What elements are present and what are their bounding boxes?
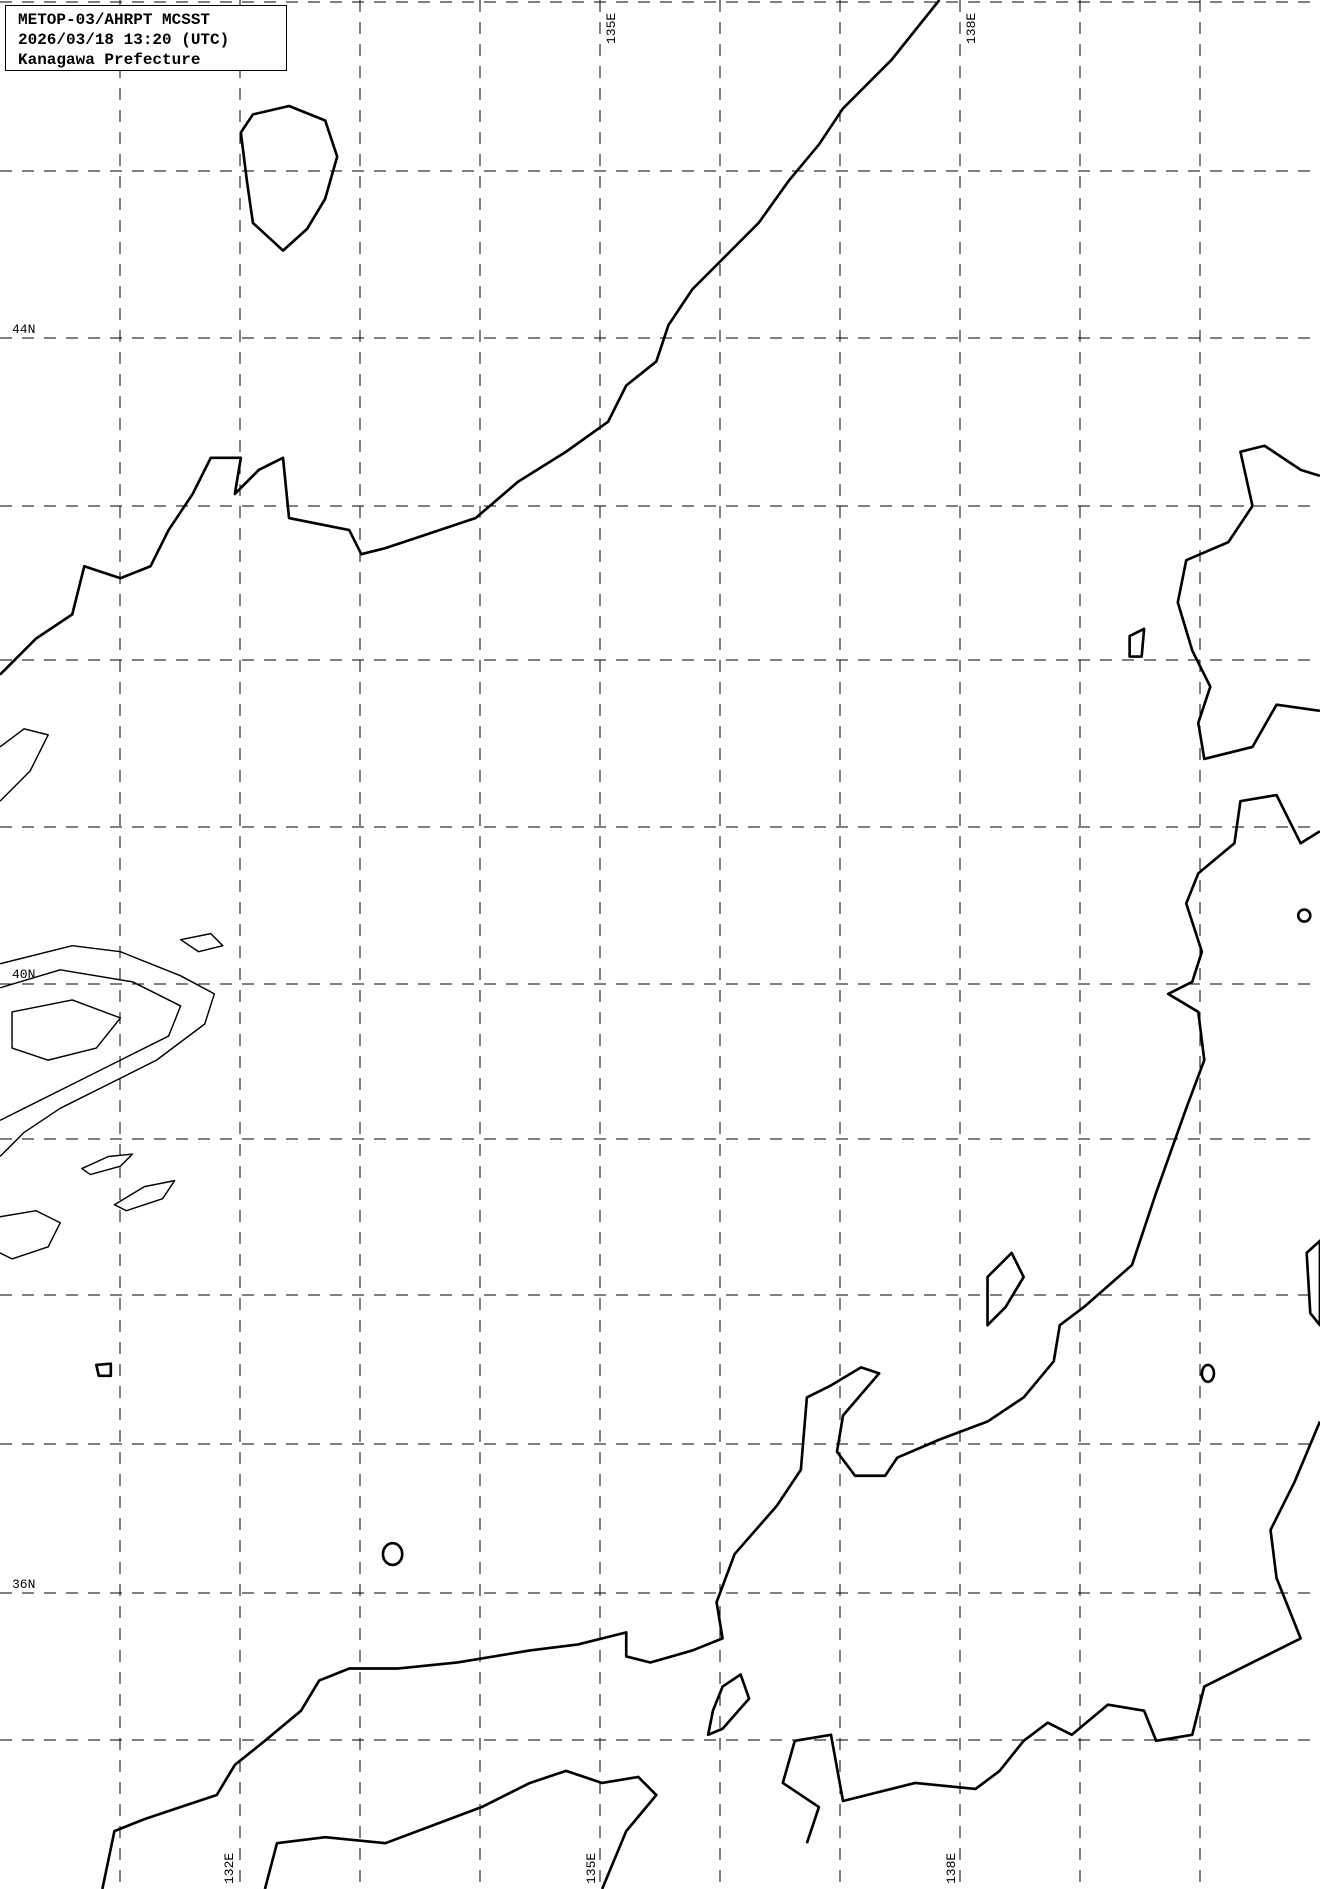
islet: [1128, 627, 1146, 658]
honshu-west-coastline: [101, 793, 1320, 1889]
islet: [1296, 908, 1312, 923]
observation-time-label: 2026/03/18 13:20 (UTC): [18, 31, 230, 49]
islet: [1305, 1239, 1320, 1327]
contour: [179, 932, 224, 953]
contour: [0, 728, 49, 802]
island-north: [239, 104, 339, 252]
region-label: Kanagawa Prefecture: [18, 51, 201, 69]
awaji-island: [706, 1673, 751, 1737]
contour: [81, 1153, 134, 1176]
contour: [11, 999, 122, 1061]
islet: [95, 1362, 113, 1378]
shikoku-coastline: [263, 1769, 658, 1889]
satellite-product-label: METOP-03/AHRPT MCSST: [18, 11, 211, 29]
contour: [0, 1210, 61, 1260]
islet: [1200, 1363, 1216, 1384]
contour: [0, 969, 182, 1122]
contour: [0, 944, 216, 1158]
contour: [113, 1179, 176, 1212]
lon-label-138e-top: 138E: [964, 12, 979, 44]
lon-label-132e-bottom: 132E: [222, 1852, 237, 1884]
lat-label-40n: 40N: [12, 967, 36, 982]
lat-label-36n: 36N: [12, 1577, 36, 1592]
lon-label-135e-bottom: 135E: [584, 1852, 599, 1884]
lon-label-138e-bottom: 138E: [944, 1852, 959, 1884]
russia-coastline: [0, 0, 941, 676]
hokkaido-coastline: [1176, 444, 1320, 761]
islet: [381, 1541, 404, 1567]
sado-island: [986, 1251, 1025, 1327]
lat-label-44n: 44N: [12, 322, 36, 337]
product-info-box: METOP-03/AHRPT MCSST 2026/03/18 13:20 (U…: [5, 5, 287, 71]
sst-contours: [0, 728, 224, 1260]
honshu-pacific-coastline: [781, 1421, 1320, 1844]
lon-label-135e-top: 135E: [604, 12, 619, 44]
